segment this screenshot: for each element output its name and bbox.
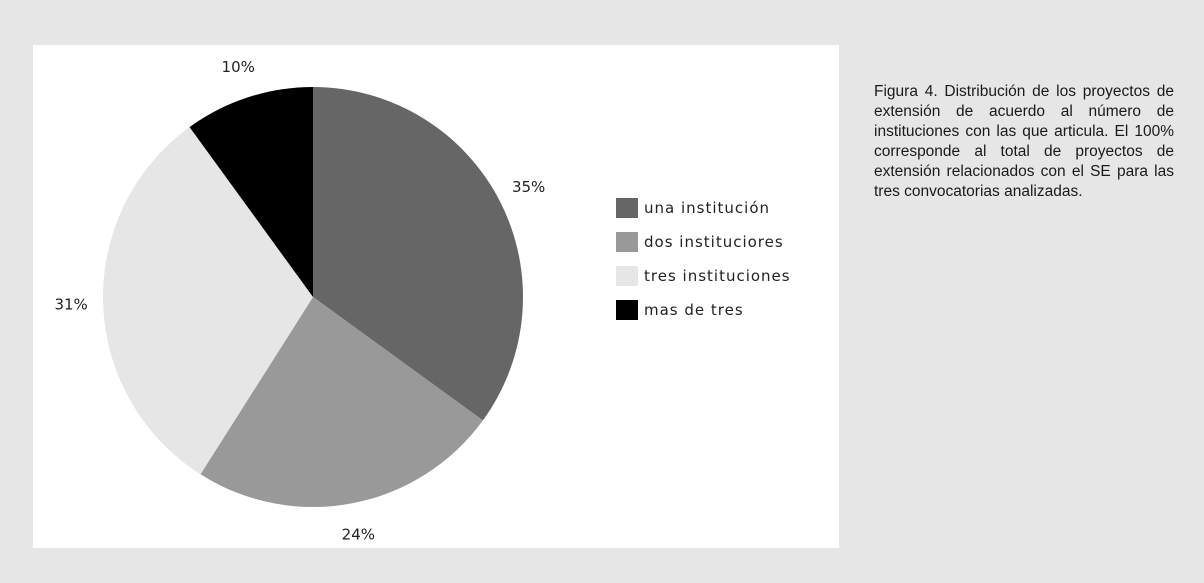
legend-item-4: mas de tres: [616, 300, 791, 320]
pie-slice-2: [200, 297, 483, 507]
pie-slice-4: [189, 87, 313, 297]
chart-panel: 35% 24% 31% 10% una institución dos instituc…: [33, 45, 839, 548]
legend-item-2: dos instituciores: [616, 232, 791, 252]
legend-label: mas de tres: [644, 301, 744, 319]
legend-swatch: [616, 198, 638, 218]
legend-swatch: [616, 232, 638, 252]
chart-legend: una institución dos instituciores tres ins…: [616, 198, 791, 334]
pie-slice-3: [103, 127, 314, 475]
slice-percent-label-2: 24%: [342, 526, 375, 544]
legend-item-1: una institución: [616, 198, 791, 218]
legend-swatch: [616, 300, 638, 320]
slice-percent-label-1: 35%: [512, 178, 545, 196]
slice-percent-label-4: 10%: [222, 58, 255, 76]
legend-swatch: [616, 266, 638, 286]
figure-caption: Figura 4. Distribución de los proyectos …: [874, 83, 1174, 200]
legend-label: tres instituciones: [644, 267, 791, 285]
legend-label: dos instituciores: [644, 233, 784, 251]
pie-chart: 35% 24% 31% 10%: [54, 58, 545, 544]
legend-item-3: tres instituciones: [616, 266, 791, 286]
legend-label: una institución: [644, 199, 770, 217]
slice-percent-label-3: 31%: [54, 296, 87, 314]
pie-slice-1: [313, 87, 523, 421]
